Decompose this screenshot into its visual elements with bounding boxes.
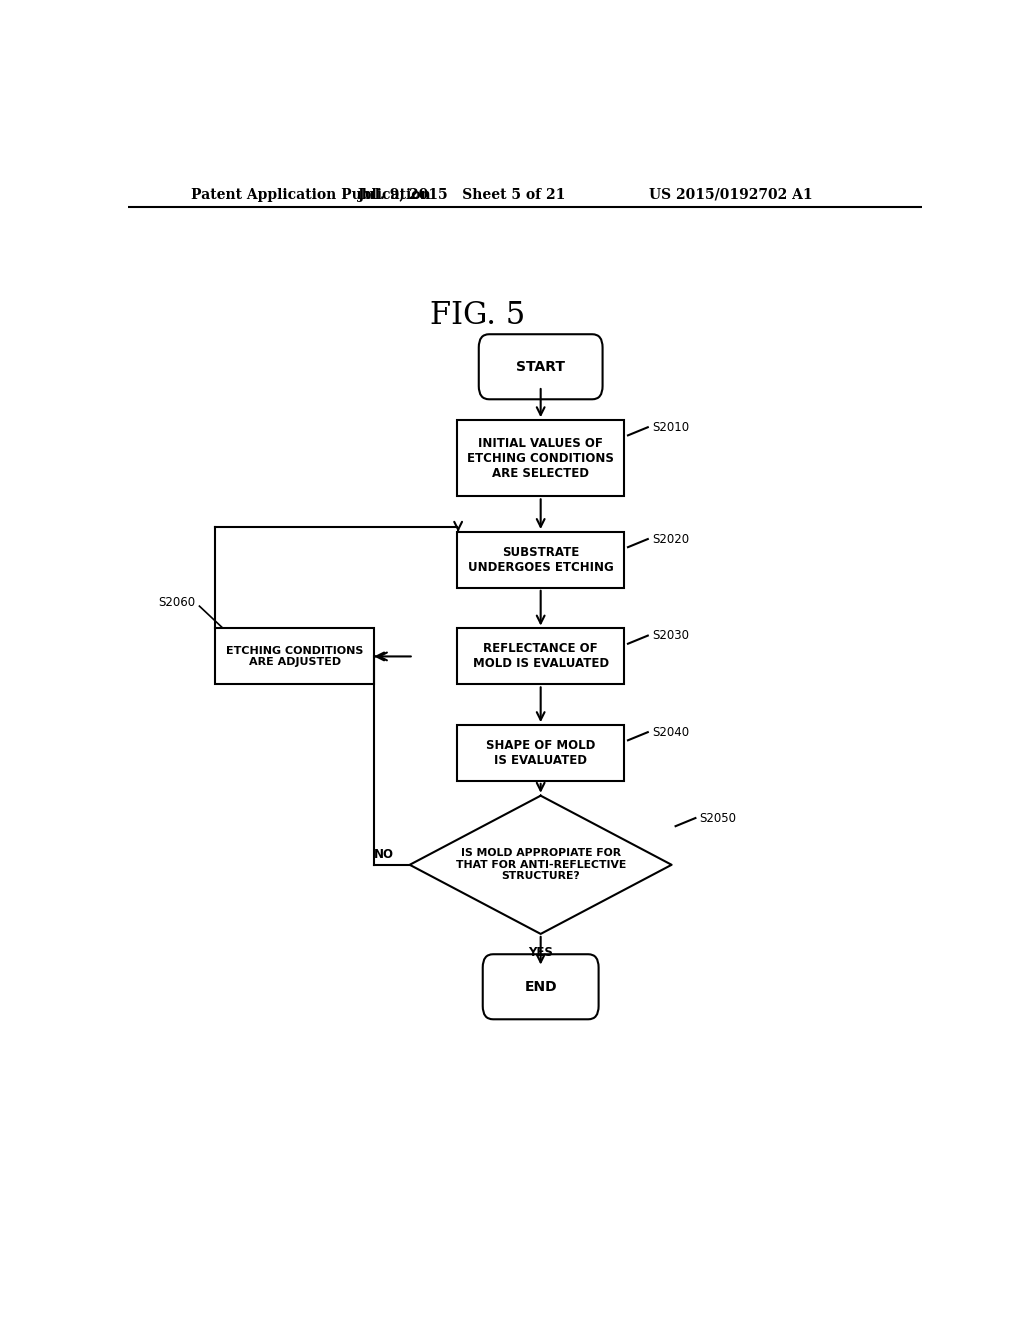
Text: S2040: S2040 — [652, 726, 689, 739]
Text: Patent Application Publication: Patent Application Publication — [191, 187, 431, 202]
Text: SUBSTRATE
UNDERGOES ETCHING: SUBSTRATE UNDERGOES ETCHING — [468, 546, 613, 574]
Text: YES: YES — [528, 946, 553, 960]
Bar — [458, 420, 624, 496]
Text: START: START — [516, 360, 565, 374]
Text: FIG. 5: FIG. 5 — [430, 301, 525, 331]
Bar — [215, 628, 374, 684]
Text: ETCHING CONDITIONS
ARE ADJUSTED: ETCHING CONDITIONS ARE ADJUSTED — [226, 645, 364, 667]
Text: REFLECTANCE OF
MOLD IS EVALUATED: REFLECTANCE OF MOLD IS EVALUATED — [473, 643, 608, 671]
Text: S2010: S2010 — [652, 421, 689, 434]
Bar — [458, 532, 624, 587]
Text: SHAPE OF MOLD
IS EVALUATED: SHAPE OF MOLD IS EVALUATED — [486, 739, 595, 767]
FancyBboxPatch shape — [482, 954, 599, 1019]
Text: END: END — [524, 979, 557, 994]
Bar — [458, 725, 624, 781]
Text: S2030: S2030 — [652, 630, 689, 642]
Text: US 2015/0192702 A1: US 2015/0192702 A1 — [649, 187, 813, 202]
Text: INITIAL VALUES OF
ETCHING CONDITIONS
ARE SELECTED: INITIAL VALUES OF ETCHING CONDITIONS ARE… — [467, 437, 614, 479]
Text: S2060: S2060 — [159, 595, 196, 609]
Text: NO: NO — [374, 849, 394, 861]
Text: Jul. 9, 2015   Sheet 5 of 21: Jul. 9, 2015 Sheet 5 of 21 — [357, 187, 565, 202]
Text: S2020: S2020 — [652, 532, 689, 545]
Text: S2050: S2050 — [699, 812, 736, 825]
Bar — [458, 628, 624, 684]
FancyBboxPatch shape — [479, 334, 602, 399]
Text: IS MOLD APPROPIATE FOR
THAT FOR ANTI-REFLECTIVE
STRUCTURE?: IS MOLD APPROPIATE FOR THAT FOR ANTI-REF… — [456, 849, 626, 882]
